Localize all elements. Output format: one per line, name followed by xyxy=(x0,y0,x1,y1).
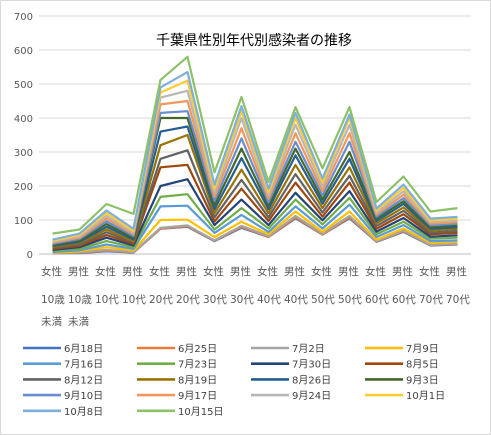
series-lines xyxy=(52,55,458,255)
x-tick-label: 女性 xyxy=(149,265,170,278)
x-tick-label: 70代 xyxy=(446,294,470,306)
y-axis: 0 100 200 300 400 500 600 700 xyxy=(14,12,33,261)
legend-label: 9月3日 xyxy=(406,374,439,386)
y-tick-label: 300 xyxy=(14,148,33,159)
x-tick-label: 50代 xyxy=(311,294,335,306)
x-tick-label: 40代 xyxy=(257,294,281,306)
x-tick-label: 70代 xyxy=(419,294,443,306)
x-tick-label: 20代 xyxy=(176,294,200,306)
x-axis: 女性10歳未満男性10歳未満女性10代男性10代女性20代男性20代女性30代男… xyxy=(41,265,470,328)
x-tick-label: 50代 xyxy=(338,294,362,306)
x-tick-label: 男性 xyxy=(392,265,413,278)
chart-title: 千葉県性別年代別感染者の推移 xyxy=(156,32,352,49)
series-line-4 xyxy=(52,203,458,254)
series-line-5 xyxy=(52,193,458,252)
legend-label: 10月8日 xyxy=(64,406,103,418)
x-tick-label: 未満 xyxy=(41,316,62,328)
y-tick-label: 700 xyxy=(14,12,33,23)
x-tick-label: 男性 xyxy=(68,265,89,278)
x-tick-label: 女性 xyxy=(419,265,440,278)
series-line-12 xyxy=(52,110,458,245)
x-tick-label: 60代 xyxy=(365,294,389,306)
series-line-7 xyxy=(52,163,458,250)
x-tick-label: 男性 xyxy=(338,265,359,278)
series-line-13 xyxy=(52,99,458,244)
legend: 6月18日 6月25日 7月2日 7月9日 7月16日 7月23日 7月30日 8月5日 8月1… xyxy=(23,343,445,418)
legend-label: 6月25日 xyxy=(178,343,217,355)
series-line-6 xyxy=(52,178,458,251)
series-line-2 xyxy=(52,214,458,255)
x-tick-label: 女性 xyxy=(95,265,116,278)
x-tick-label: 10代 xyxy=(95,294,119,306)
legend-label: 9月10日 xyxy=(64,390,103,402)
x-tick-label: 女性 xyxy=(365,265,386,278)
y-tick-label: 500 xyxy=(14,80,33,91)
y-tick-label: 400 xyxy=(14,114,33,125)
legend-label: 8月19日 xyxy=(178,374,217,386)
legend-label: 7月30日 xyxy=(292,359,331,371)
series-line-10 xyxy=(52,125,458,247)
legend-label: 10月1日 xyxy=(406,390,445,402)
y-tick-label: 600 xyxy=(14,46,33,57)
x-tick-label: 60代 xyxy=(392,294,416,306)
legend-label: 8月5日 xyxy=(406,359,439,371)
legend-label: 7月23日 xyxy=(178,359,217,371)
y-tick-label: 200 xyxy=(14,182,33,193)
x-tick-label: 10歳 xyxy=(68,294,92,306)
x-tick-label: 10代 xyxy=(122,294,146,306)
x-tick-label: 40代 xyxy=(284,294,308,306)
x-tick-label: 10歳 xyxy=(41,294,65,306)
x-tick-label: 男性 xyxy=(446,265,467,278)
legend-label: 7月2日 xyxy=(292,343,325,355)
series-line-11 xyxy=(52,116,458,246)
y-tick-label: 0 xyxy=(27,250,33,261)
series-line-15 xyxy=(52,79,458,242)
x-tick-label: 男性 xyxy=(284,265,305,278)
x-tick-label: 男性 xyxy=(230,265,251,278)
x-tick-label: 30代 xyxy=(230,294,254,306)
series-line-14 xyxy=(52,89,458,243)
x-tick-label: 女性 xyxy=(41,265,62,278)
legend-label: 6月18日 xyxy=(64,343,103,355)
legend-label: 9月24日 xyxy=(292,390,331,402)
legend-label: 7月9日 xyxy=(406,343,439,355)
legend-label: 7月16日 xyxy=(64,359,103,371)
x-tick-label: 女性 xyxy=(311,265,332,278)
y-tick-label: 100 xyxy=(14,216,33,227)
x-tick-label: 30代 xyxy=(203,294,227,306)
x-tick-label: 男性 xyxy=(122,265,143,278)
legend-label: 10月15日 xyxy=(178,406,223,418)
series-line-8 xyxy=(52,149,458,249)
x-tick-label: 未満 xyxy=(68,316,89,328)
x-tick-label: 女性 xyxy=(257,265,278,278)
series-line-9 xyxy=(52,133,458,248)
legend-label: 9月17日 xyxy=(178,390,217,402)
series-line-3 xyxy=(52,210,458,254)
legend-label: 8月26日 xyxy=(292,374,331,386)
series-line-16 xyxy=(52,70,458,241)
x-tick-label: 男性 xyxy=(176,265,197,278)
legend-label: 8月12日 xyxy=(64,374,103,386)
x-tick-label: 20代 xyxy=(149,294,173,306)
series-line-17 xyxy=(52,55,458,235)
x-tick-label: 女性 xyxy=(203,265,224,278)
